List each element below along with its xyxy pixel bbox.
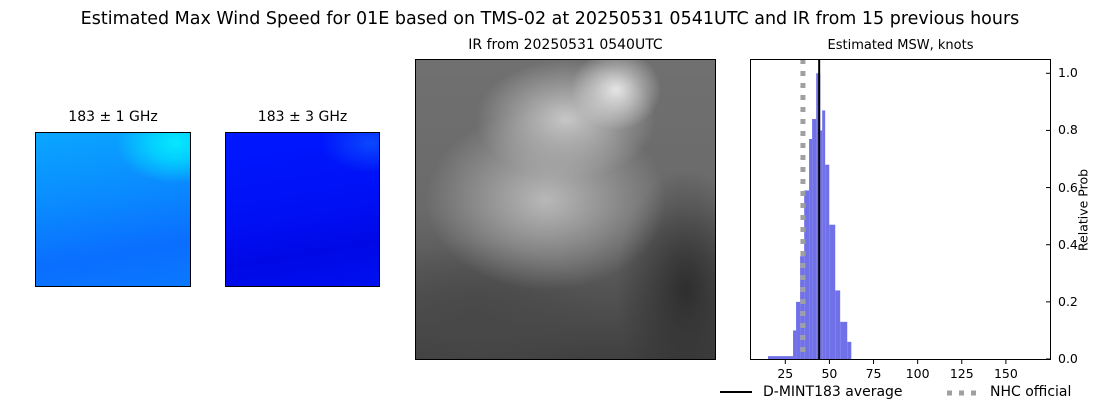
ir-image	[415, 59, 716, 360]
legend-dmint-label: D-MINT183 average	[763, 384, 903, 400]
histogram-bar	[829, 224, 836, 359]
x-tick-label: 50	[821, 366, 838, 381]
y-tick-label: 0.2	[1058, 293, 1078, 309]
y-tick-label: 0.6	[1058, 179, 1078, 195]
histogram-bar	[804, 190, 810, 359]
mw-183-1ghz-image	[35, 132, 191, 287]
y-tick-label: 1.0	[1058, 65, 1078, 81]
histogram-bar	[825, 164, 830, 359]
histogram-bar	[796, 301, 801, 359]
figure-title: Estimated Max Wind Speed for 01E based o…	[80, 9, 1020, 29]
histogram-bar	[768, 356, 794, 359]
y-tick-label: 0.4	[1058, 236, 1078, 252]
histogram-bar	[809, 139, 813, 359]
legend-dotted-line-icon	[947, 390, 979, 396]
x-tick-label: 25	[777, 366, 794, 381]
hist-title: Estimated MSW, knots	[827, 38, 974, 53]
y-tick-label: 0.8	[1058, 122, 1078, 138]
legend-solid-line-icon	[720, 391, 752, 393]
histogram-bar	[812, 119, 817, 359]
mw-183-3ghz-image	[225, 132, 380, 287]
x-tick-label: 75	[865, 366, 882, 381]
plot-frame	[750, 59, 1051, 360]
histogram-bar	[800, 256, 805, 359]
legend-nhc-label: NHC official	[990, 384, 1072, 400]
histogram-bar	[835, 290, 841, 359]
histogram-bar	[793, 330, 797, 359]
x-tick-label: 100	[905, 366, 930, 381]
ir-title: IR from 20250531 0540UTC	[468, 37, 663, 53]
histogram-bar	[840, 321, 848, 359]
x-tick-label: 125	[949, 366, 974, 381]
histogram-bar	[847, 341, 852, 359]
mw1-title: 183 ± 1 GHz	[68, 109, 158, 125]
mw2-title: 183 ± 3 GHz	[257, 109, 348, 125]
x-tick-label: 150	[993, 366, 1018, 381]
histogram-bar	[820, 130, 823, 359]
histogram-bar	[822, 110, 826, 359]
msw-histogram	[750, 59, 1051, 364]
y-tick-label: 0.0	[1058, 351, 1078, 366]
